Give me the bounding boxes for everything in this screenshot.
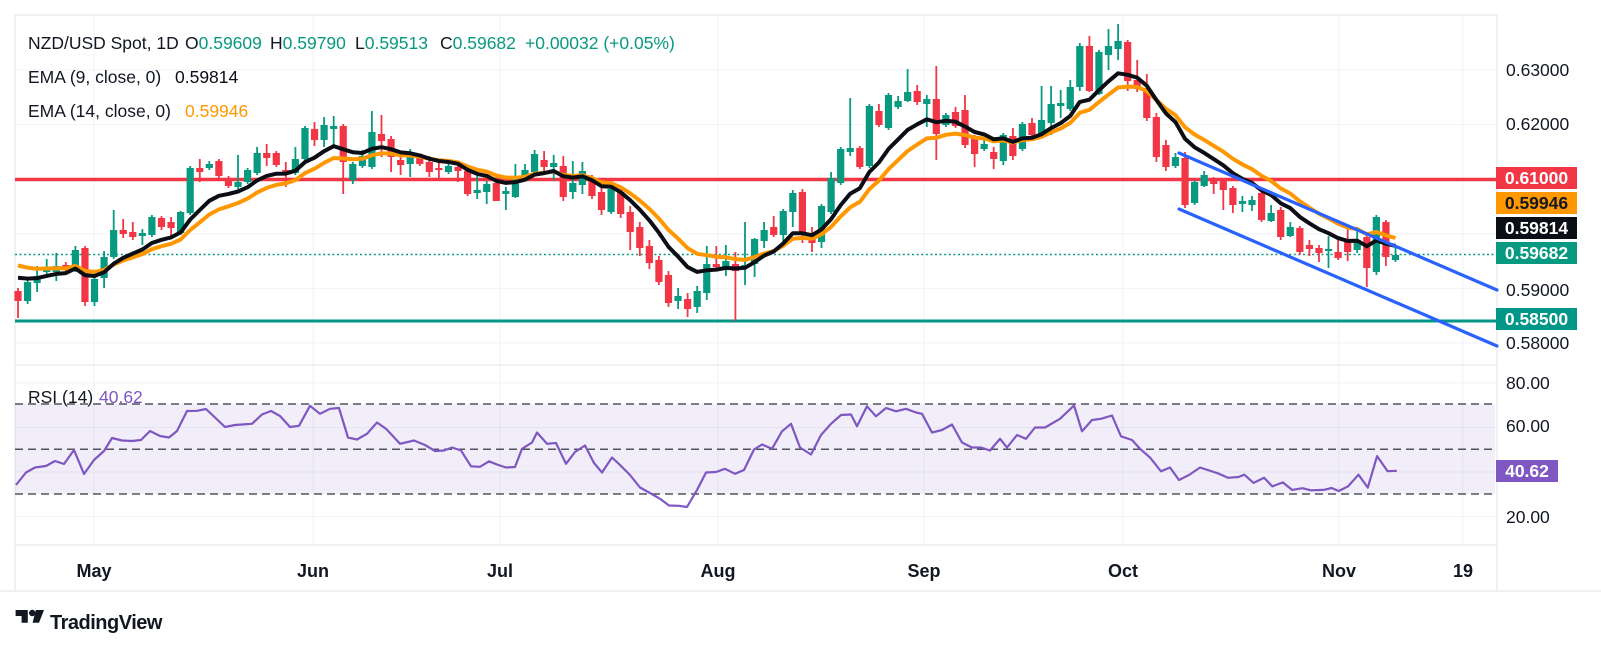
svg-text:May: May bbox=[76, 561, 111, 581]
svg-text:80.00: 80.00 bbox=[1506, 373, 1550, 393]
svg-text:0.61000: 0.61000 bbox=[1505, 168, 1569, 188]
svg-text:Aug: Aug bbox=[701, 561, 736, 581]
svg-text:Sep: Sep bbox=[907, 561, 940, 581]
svg-text:60.00: 60.00 bbox=[1506, 416, 1550, 436]
svg-text:EMA (9, close, 0)0.59814: EMA (9, close, 0) 0.59814 bbox=[28, 67, 239, 87]
svg-text:0.58500: 0.58500 bbox=[1505, 309, 1569, 329]
svg-text:0.58000: 0.58000 bbox=[1506, 333, 1570, 353]
svg-text:0.59000: 0.59000 bbox=[1506, 280, 1570, 300]
svg-text:TradingView: TradingView bbox=[50, 612, 163, 634]
svg-text:20.00: 20.00 bbox=[1506, 507, 1550, 527]
svg-text:0.59946: 0.59946 bbox=[1505, 193, 1569, 213]
svg-text:0.62000: 0.62000 bbox=[1506, 114, 1570, 134]
svg-text:Jul: Jul bbox=[487, 561, 513, 581]
svg-text:0.59682: 0.59682 bbox=[1505, 243, 1569, 263]
svg-text:EMA (14, close, 0)0.59946: EMA (14, close, 0) 0.59946 bbox=[28, 101, 248, 121]
svg-text:0.63000: 0.63000 bbox=[1506, 60, 1570, 80]
svg-text:RSI (14)40.62: RSI (14) 40.62 bbox=[28, 387, 143, 407]
svg-text:Jun: Jun bbox=[297, 561, 329, 581]
svg-text:0.59814: 0.59814 bbox=[1505, 218, 1569, 238]
svg-text:40.62: 40.62 bbox=[1505, 461, 1549, 481]
svg-text:Nov: Nov bbox=[1322, 561, 1356, 581]
svg-text:Oct: Oct bbox=[1108, 561, 1138, 581]
svg-text:19: 19 bbox=[1453, 561, 1473, 581]
